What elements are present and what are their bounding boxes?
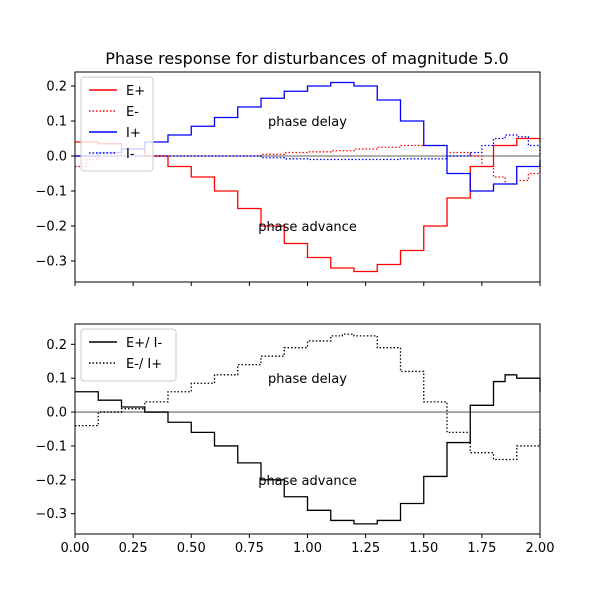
legend-box bbox=[80, 76, 154, 172]
y-tick-label: 0.1 bbox=[46, 372, 67, 387]
x-tick-label: 0.00 bbox=[61, 541, 90, 556]
y-tick-label: −0.1 bbox=[35, 439, 67, 454]
top-panel: phase delay phase advance −0.3 −0.2 −0.1 0.0 0… bbox=[35, 71, 541, 286]
series-line-2 bbox=[75, 333, 541, 461]
series-line-1 bbox=[75, 374, 541, 525]
annotation-phase-advance: phase advance bbox=[258, 474, 357, 489]
y-tick-label: 0.0 bbox=[46, 406, 67, 421]
x-tick-label: 0.25 bbox=[119, 541, 148, 556]
legend-label: I- bbox=[126, 147, 135, 162]
legend-label: E- bbox=[126, 105, 139, 120]
annotation-phase-advance: phase advance bbox=[258, 220, 357, 235]
y-tick-label: 0.1 bbox=[46, 115, 67, 130]
y-tick-label: −0.3 bbox=[35, 255, 67, 270]
x-tick-label: 0.50 bbox=[177, 541, 206, 556]
legend-label: E+/ I- bbox=[126, 336, 162, 351]
legend-label: E+ bbox=[126, 84, 145, 99]
series-line-3 bbox=[75, 81, 541, 192]
annotation-phase-delay: phase delay bbox=[268, 115, 347, 130]
x-tick-label: 1.50 bbox=[409, 541, 438, 556]
x-tick-label: 0.75 bbox=[235, 541, 264, 556]
legend-label: E-/ I+ bbox=[126, 357, 162, 372]
y-tick-label: 0.2 bbox=[46, 80, 67, 95]
x-tick-label: 1.75 bbox=[467, 541, 496, 556]
y-tick-label: 0.2 bbox=[46, 338, 67, 353]
x-tick-label: 2.00 bbox=[526, 541, 555, 556]
y-tick-label: −0.2 bbox=[35, 220, 67, 235]
y-tick-label: 0.0 bbox=[46, 150, 67, 165]
chart-title: Phase response for disturbances of magni… bbox=[105, 49, 508, 68]
x-tick-label: 1.00 bbox=[293, 541, 322, 556]
y-tick-label: −0.1 bbox=[35, 185, 67, 200]
legend-label: I+ bbox=[126, 126, 141, 141]
y-tick-label: −0.2 bbox=[35, 473, 67, 488]
annotation-phase-delay: phase delay bbox=[268, 372, 347, 387]
x-tick-label: 1.25 bbox=[351, 541, 380, 556]
series-line-4 bbox=[75, 134, 541, 161]
y-tick-label: −0.3 bbox=[35, 507, 67, 522]
